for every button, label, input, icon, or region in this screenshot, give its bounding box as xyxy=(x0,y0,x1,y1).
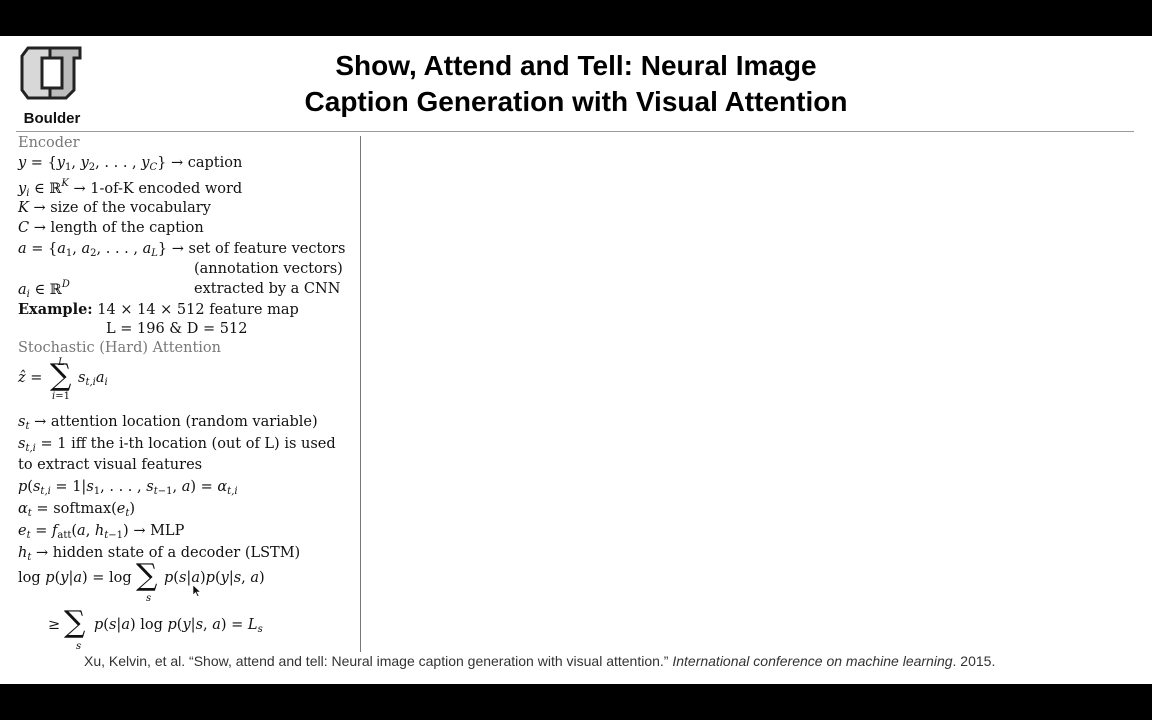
feature-def: a = {a1, a2, . . . , aL} → set of featur… xyxy=(18,241,345,259)
hidden-def: ht → hidden state of a decoder (LSTM) xyxy=(18,545,301,563)
slide: Boulder Show, Attend and Tell: Neural Im… xyxy=(0,36,1152,684)
iff-def: st,i = 1 iff the i-th location (out of L… xyxy=(18,436,336,454)
encoder-heading: Encoder xyxy=(18,135,80,151)
cu-boulder-logo: Boulder xyxy=(16,44,88,127)
title-line-2: Caption Generation with Visual Attention xyxy=(304,86,848,117)
cnn-def: ai ∈ ℝD xyxy=(18,279,70,300)
cnn-desc: extracted by a CNN xyxy=(194,281,341,297)
length-desc: → length of the caption xyxy=(33,220,204,236)
mouse-cursor-icon xyxy=(193,585,201,597)
attention-heading: Stochastic (Hard) Attention xyxy=(18,340,221,356)
iff-desc: iff the i-th location (out of L) is used xyxy=(71,436,336,452)
citation-footer: Xu, Kelvin, et al. “Show, attend and tel… xyxy=(84,653,1124,669)
citation-venue: International conference on machine lear… xyxy=(672,653,953,669)
math-feature-set: a = {a1, a2, . . . , aL} xyxy=(18,241,168,259)
math-word: yi ∈ ℝK xyxy=(18,178,69,199)
example-label: Example: xyxy=(18,301,93,318)
feature-desc: → set of feature vectors xyxy=(171,241,346,257)
prob-equation: p(st,i = 1|s1, . . . , st−1, a) = αt,i xyxy=(18,479,238,497)
location-desc: → attention location (random variable) xyxy=(34,414,318,430)
vocab-desc: → size of the vocabulary xyxy=(33,200,211,216)
alpha-equation: αt = softmax(et) xyxy=(18,501,136,519)
math-caption-set: y = {y1, y2, . . . , yC} xyxy=(18,155,167,173)
mlp-desc: → MLP xyxy=(133,523,185,539)
title-line-1: Show, Attend and Tell: Neural Image xyxy=(335,50,817,81)
title-divider xyxy=(16,131,1134,132)
cu-logo-icon xyxy=(20,46,82,100)
word-def: yi ∈ ℝK → 1-of-K encoded word xyxy=(18,178,242,199)
location-def: st → attention location (random variable… xyxy=(18,414,318,432)
vocab-def: K → size of the vocabulary xyxy=(18,200,211,216)
word-desc: → 1-of-K encoded word xyxy=(73,181,243,197)
caption-desc: → caption xyxy=(170,155,243,171)
column-divider xyxy=(360,136,361,652)
example-dims: L = 196 & D = 512 xyxy=(106,321,248,337)
logo-text: Boulder xyxy=(23,110,81,127)
citation-text: Xu, Kelvin, et al. “Show, attend and tel… xyxy=(84,653,673,669)
example-map: 14 × 14 × 512 feature map xyxy=(97,302,299,318)
slide-title: Show, Attend and Tell: Neural Image Capt… xyxy=(220,48,932,120)
energy-equation: et = fatt(a, ht−1) → MLP xyxy=(18,523,185,541)
lowerbound-equation: ≥ ∑ s p(s|a) log p(y|s, a) = Ls xyxy=(48,605,263,652)
hidden-desc: → hidden state of a decoder (LSTM) xyxy=(35,545,301,561)
annotation-desc: (annotation vectors) xyxy=(194,261,343,277)
citation-year: . 2015. xyxy=(952,653,996,669)
iff-desc-2: to extract visual features xyxy=(18,457,203,473)
math-feature: ai ∈ ℝD xyxy=(18,279,70,300)
length-def: C → length of the caption xyxy=(18,220,204,236)
loglik-equation: log p(y|a) = log ∑ s p(s|a)p(y|s, a) xyxy=(18,558,265,604)
caption-def: y = {y1, y2, . . . , yC} → caption xyxy=(18,155,242,173)
zhat-equation: ẑ = L ∑ i=1 st,iai xyxy=(18,357,108,402)
example-line: Example: 14 × 14 × 512 feature map xyxy=(18,301,299,318)
